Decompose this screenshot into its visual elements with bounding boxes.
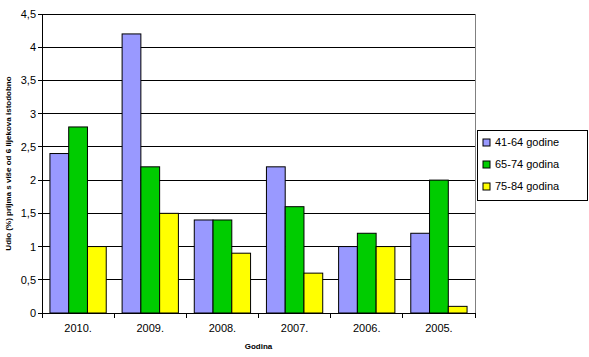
x-tick-label: 2010.	[64, 322, 92, 334]
grid-line	[42, 213, 475, 214]
y-tick-label: 0	[30, 307, 36, 319]
bar	[430, 180, 449, 313]
bar	[141, 167, 160, 313]
legend-label: 65-74 godina	[495, 158, 560, 170]
bar	[339, 247, 358, 313]
y-tick	[38, 180, 42, 181]
bar	[357, 233, 376, 313]
grid-line	[42, 279, 475, 280]
plot-frame	[475, 14, 476, 313]
bar	[160, 213, 179, 313]
legend	[477, 130, 587, 200]
y-tick-label: 2,5	[21, 141, 36, 153]
x-tick-label: 2009.	[136, 322, 164, 334]
bar	[69, 127, 88, 313]
legend-label: 41-64 godine	[495, 136, 559, 148]
legend-label: 75-84 godina	[495, 180, 560, 192]
bar	[376, 247, 395, 313]
bar	[266, 167, 285, 313]
legend-swatch	[483, 161, 490, 168]
bar	[232, 253, 251, 313]
y-axis	[42, 14, 43, 313]
grid-line	[42, 113, 475, 114]
bar	[50, 154, 69, 313]
x-tick-divider	[42, 313, 43, 318]
x-tick-divider	[330, 313, 331, 318]
bar	[285, 207, 304, 313]
bar	[87, 247, 106, 313]
x-tick-label: 2008.	[209, 322, 237, 334]
bar	[411, 233, 430, 313]
y-tick-label: 2	[30, 174, 36, 186]
y-tick	[38, 279, 42, 280]
y-tick-label: 3	[30, 108, 36, 120]
x-tick-label: 2007.	[281, 322, 309, 334]
x-tick-divider	[186, 313, 187, 318]
y-tick	[38, 47, 42, 48]
x-axis-label: Godina	[245, 342, 273, 351]
y-tick	[38, 14, 42, 15]
bar	[304, 273, 323, 313]
bar	[213, 220, 232, 313]
y-tick-label: 1	[30, 241, 36, 253]
bar	[194, 220, 213, 313]
y-axis-label: Udio (%) prijma s više od 6 lijekova ist…	[4, 76, 13, 250]
x-tick-divider	[475, 313, 476, 318]
y-tick	[38, 146, 42, 147]
x-tick-divider	[402, 313, 403, 318]
y-tick	[38, 213, 42, 214]
y-tick-label: 3,5	[21, 74, 36, 86]
y-tick	[38, 113, 42, 114]
legend-swatch	[483, 183, 490, 190]
x-tick-divider	[114, 313, 115, 318]
bars	[50, 34, 467, 313]
y-tick-label: 4,5	[21, 8, 36, 20]
bar	[448, 306, 467, 313]
bar	[122, 34, 141, 313]
grid-line	[42, 146, 475, 147]
y-tick	[38, 246, 42, 247]
grid-line	[42, 47, 475, 48]
x-tick-label: 2006.	[353, 322, 381, 334]
y-tick-label: 4	[30, 41, 36, 53]
grid-line	[42, 246, 475, 247]
x-tick-divider	[258, 313, 259, 318]
y-tick	[38, 313, 42, 314]
chart: 0 0,5 1 1,5 2 2,5 3 3,5 4 4,5 2010. 2009. 2008. 2007.…	[0, 0, 589, 357]
y-tick-label: 1,5	[21, 207, 36, 219]
grid-line	[42, 14, 475, 15]
grid-line	[42, 180, 475, 181]
y-tick-label: 0,5	[21, 274, 36, 286]
grid-line	[42, 80, 475, 81]
x-tick-label: 2005.	[425, 322, 453, 334]
y-tick	[38, 80, 42, 81]
legend-swatch	[483, 139, 490, 146]
